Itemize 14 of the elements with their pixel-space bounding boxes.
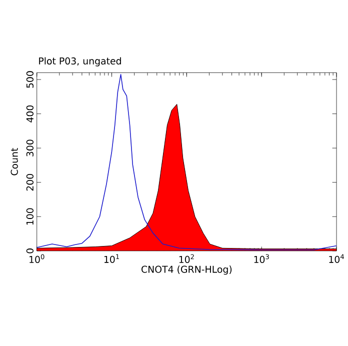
x-tick-label: 10$^{1}$	[104, 254, 119, 263]
y-tick-label: 100	[26, 208, 34, 224]
y-tick-label: 500	[26, 70, 34, 88]
y-axis-title: Count	[10, 148, 18, 176]
x-axis-title: CNOT4 (GRN-HLog)	[142, 265, 232, 274]
chart-title: Plot P03, ungated	[39, 57, 121, 66]
x-tick-label: 10$^{2}$	[179, 254, 194, 263]
y-tick-label: 200	[26, 174, 34, 190]
x-tick-label: 10$^{3}$	[254, 254, 269, 263]
y-tick-label: 400	[26, 105, 34, 122]
y-tick-label: 0	[26, 248, 34, 254]
x-tick-label: 10$^{4}$	[329, 254, 344, 263]
x-tick-label: 10$^{0}$	[30, 254, 44, 263]
y-tick-label: 300	[26, 139, 34, 156]
